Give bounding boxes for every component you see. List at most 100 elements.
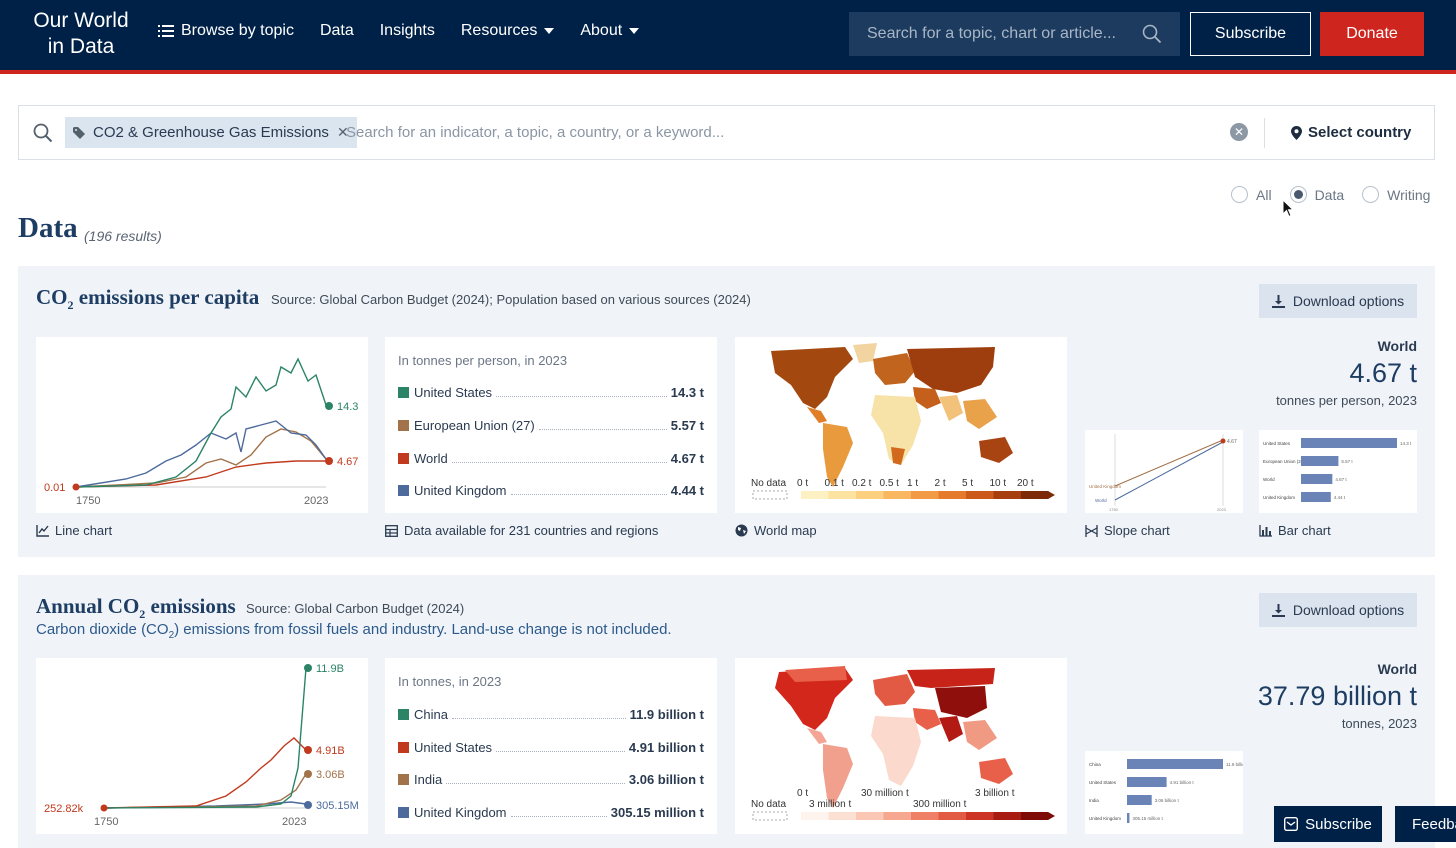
title-part: CO [36, 285, 68, 309]
table-icon [385, 524, 398, 537]
site-header: Our World in Data Browse by topic Data I… [0, 0, 1456, 74]
floating-subscribe-button[interactable]: Subscribe [1274, 806, 1382, 842]
slope-line-world [1114, 441, 1224, 501]
results-heading: Data [18, 212, 78, 244]
nav-insights[interactable]: Insights [380, 22, 435, 40]
bar-category-label: United Kingdom [1089, 816, 1121, 821]
nav-browse-by-topic[interactable]: Browse by topic [158, 22, 294, 40]
leader-dots [446, 774, 625, 784]
x-tick-start: 1750 [94, 816, 118, 828]
bar-category-label: European Union (27) [1263, 459, 1305, 464]
label-start-value: 0.01 [44, 482, 65, 494]
table-thumbnail[interactable]: In tonnes, in 2023 China 11.9 billion t U… [385, 658, 717, 834]
nav-data-label: Data [319, 22, 354, 39]
line-chart-thumbnail[interactable]: 11.9B 4.91B 3.06B 305.15M 252.82k 1750 2… [36, 658, 368, 834]
globe-icon [735, 524, 748, 537]
row-name: United States [414, 384, 493, 400]
line-chart-thumbnail[interactable]: 14.3 4.67 0.01 1750 2023 [36, 337, 368, 513]
data-search-input[interactable]: Search for an indicator, a topic, a coun… [346, 124, 725, 141]
table-row: United Kingdom 4.44 t [398, 480, 704, 500]
nav-about-label: About [580, 22, 623, 39]
map-tick: 3 million t [809, 799, 851, 810]
map-nodata-swatch [752, 811, 788, 821]
subscribe-button[interactable]: Subscribe [1190, 12, 1311, 56]
filter-all[interactable]: All [1231, 186, 1272, 203]
nav-resources[interactable]: Resources [460, 22, 555, 40]
world-map-svg: No data 0 t 0.1 t 0.2 t 0.5 t 1 t 2 t 5 t 10 t 2… [751, 343, 1055, 500]
filter-all-label: All [1256, 186, 1272, 203]
slope-chart-thumbnail[interactable]: 4.67 United Kingdom World 1750 2023 [1085, 430, 1243, 513]
world-map-thumbnail[interactable]: No data 0 t 0.1 t 0.2 t 0.5 t 1 t 2 t 5 t 10 t 2… [735, 337, 1067, 513]
bar-category-label: United States [1089, 780, 1117, 785]
world-map-label: World map [754, 523, 817, 538]
clear-search-icon[interactable]: ✕ [1230, 123, 1248, 141]
world-map-link[interactable]: World map [735, 523, 817, 538]
remove-chip-icon[interactable]: ✕ [336, 124, 349, 140]
slope-chart-icon [1085, 524, 1098, 537]
endpoint-us [325, 402, 333, 410]
search-icon [1142, 24, 1162, 44]
list-icon [158, 25, 174, 37]
search-icon [33, 123, 53, 143]
line-chart-link[interactable]: Line chart [36, 523, 112, 538]
map-central-america [807, 407, 827, 423]
world-highlight: World 4.67 t tonnes per person, 2023 [1276, 338, 1417, 408]
filter-data[interactable]: Data [1289, 186, 1344, 203]
download-icon [1271, 294, 1285, 308]
slope-chart-svg: 4.67 United Kingdom World 1750 2023 [1089, 434, 1237, 512]
map-africa [871, 716, 921, 786]
leader-dots [510, 807, 607, 817]
slope-chart-link[interactable]: Slope chart [1085, 523, 1170, 538]
title-part: emissions [145, 594, 236, 618]
bar-chart-link[interactable]: Bar chart [1259, 523, 1331, 538]
bar-chart-thumbnail[interactable]: United States 14.3 t European Union (27) 5.… [1259, 430, 1417, 513]
row-value: 4.44 t [670, 482, 704, 498]
donate-button[interactable]: Donate [1320, 12, 1424, 56]
series-line-uk [75, 420, 327, 488]
bar-value-label: 11.9 billion t [1226, 762, 1243, 767]
endpoint-uk [304, 801, 312, 809]
legend-bin [966, 491, 994, 499]
header-search-input[interactable]: Search for a topic, chart or article... [849, 12, 1180, 56]
site-logo[interactable]: Our World in Data [26, 8, 136, 60]
feedback-button[interactable]: Feedback [1395, 806, 1456, 842]
card-title[interactable]: CO2 emissions per capita [36, 285, 259, 313]
nav-data[interactable]: Data [320, 22, 354, 40]
map-africa [871, 395, 921, 465]
table-link[interactable]: Data available for 231 countries and reg… [385, 523, 658, 538]
world-map-thumbnail[interactable]: No data 0 t 30 million t 3 billion t 3 m… [735, 658, 1067, 834]
bar [1127, 795, 1152, 805]
label-us-value: 4.91B [316, 745, 345, 757]
series-line-china [103, 667, 307, 809]
data-search-bar: CO2 & Greenhouse Gas Emissions ✕ Search … [18, 105, 1435, 160]
card-title[interactable]: Annual CO2 emissions [36, 594, 236, 622]
nav-about[interactable]: About [580, 22, 640, 40]
results-count: (196 results) [84, 228, 162, 244]
bar-chart-thumbnail[interactable]: China 11.9 billion t United States 4.91 bil… [1085, 751, 1250, 834]
filter-writing[interactable]: Writing [1362, 186, 1430, 203]
swatch [398, 386, 409, 398]
radio-icon [1231, 186, 1248, 203]
topic-filter-chip[interactable]: CO2 & Greenhouse Gas Emissions ✕ [65, 117, 357, 148]
bar [1127, 759, 1223, 769]
table-row: United States 14.3 t [398, 382, 704, 402]
label-us-value: 14.3 [337, 401, 358, 413]
map-tick: 0.5 t [880, 478, 900, 489]
table-row: China 11.9 billion t [398, 704, 704, 724]
endpoint-us [304, 746, 312, 754]
slope-chart-label: Slope chart [1104, 523, 1170, 538]
x-tick-end: 2023 [304, 495, 328, 507]
map-north-america [771, 347, 853, 409]
download-options-button[interactable]: Download options [1259, 284, 1417, 318]
download-options-button[interactable]: Download options [1259, 593, 1417, 627]
row-name: United Kingdom [414, 482, 507, 498]
table-thumbnail[interactable]: In tonnes per person, in 2023 United Sta… [385, 337, 717, 513]
nav-resources-label: Resources [460, 22, 538, 39]
bar-chart-icon [1259, 524, 1272, 537]
nav-browse-label: Browse by topic [181, 22, 294, 39]
bar-value-label: 3.06 billion t [1155, 798, 1180, 803]
table-row: European Union (27) 5.57 t [398, 415, 704, 435]
slope-line-uk [1114, 439, 1224, 487]
select-country-button[interactable]: Select country [1291, 124, 1411, 141]
legend-arrow [1048, 491, 1055, 499]
